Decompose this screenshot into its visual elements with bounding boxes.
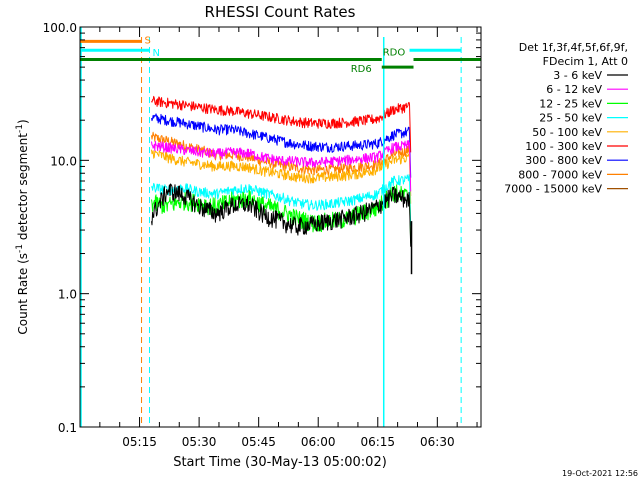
series-line-6	[151, 113, 412, 178]
x-tick-label: 06:30	[420, 435, 455, 449]
x-tick-label: 05:30	[182, 435, 217, 449]
plot-frame	[79, 26, 482, 428]
y-axis-ticks: 0.1 1.0 10.0 100.0	[43, 21, 481, 435]
legend-entry-label: 100 - 300 keV	[525, 140, 602, 153]
series-line-1	[151, 140, 412, 192]
legend-entry-label: 800 - 7000 keV	[518, 168, 602, 181]
y-axis-label: Count Rate (s-1 detector segment-1)	[15, 119, 30, 334]
legend-entry-label: 300 - 800 keV	[525, 154, 602, 167]
legend-entry-label: 50 - 100 keV	[532, 126, 602, 139]
legend-entry-label: 12 - 25 keV	[539, 97, 602, 110]
series-line-3	[151, 174, 412, 226]
instrument-markers-layer: SN RD6 RDO	[80, 27, 481, 427]
series-line-5	[151, 95, 412, 153]
y-tick-label: 100.0	[43, 21, 77, 35]
x-axis-ticks: 05:15 05:30 05:45 06:00 06:15 06:30	[99, 27, 478, 449]
chart-title: RHESSI Count Rates	[205, 3, 356, 21]
legend: Det 1f,3f,4f,5f,6f,9f, FDecim 1, Att 0 3…	[504, 41, 628, 196]
x-tick-label: 05:45	[241, 435, 276, 449]
x-tick-label: 06:00	[301, 435, 336, 449]
footer-timestamp: 19-Oct-2021 12:56	[562, 469, 638, 478]
series-line-4	[151, 149, 412, 204]
x-tick-label: 05:15	[122, 435, 157, 449]
marker-label-s: S	[145, 35, 151, 46]
legend-header-line-2: FDecim 1, Att 0	[543, 55, 628, 68]
marker-label-rd6: RD6	[351, 64, 372, 75]
legend-entry-label: 6 - 12 keV	[546, 83, 602, 96]
y-tick-label: 10.0	[50, 154, 77, 168]
legend-entry-label: 3 - 6 keV	[553, 69, 602, 82]
legend-entry-label: 25 - 50 keV	[539, 112, 602, 125]
y-tick-label: 1.0	[58, 288, 77, 302]
marker-label-n: N	[152, 48, 159, 59]
legend-header-line-1: Det 1f,3f,4f,5f,6f,9f,	[519, 41, 628, 54]
series-layer	[151, 95, 413, 275]
x-tick-label: 06:15	[360, 435, 395, 449]
legend-entry-label: 7000 - 15000 keV	[504, 183, 602, 196]
x-axis-label: Start Time (30-May-13 05:00:02)	[173, 455, 387, 470]
y-tick-label: 0.1	[58, 421, 77, 435]
marker-label-rdo: RDO	[383, 48, 406, 59]
series-line-0	[151, 183, 412, 247]
